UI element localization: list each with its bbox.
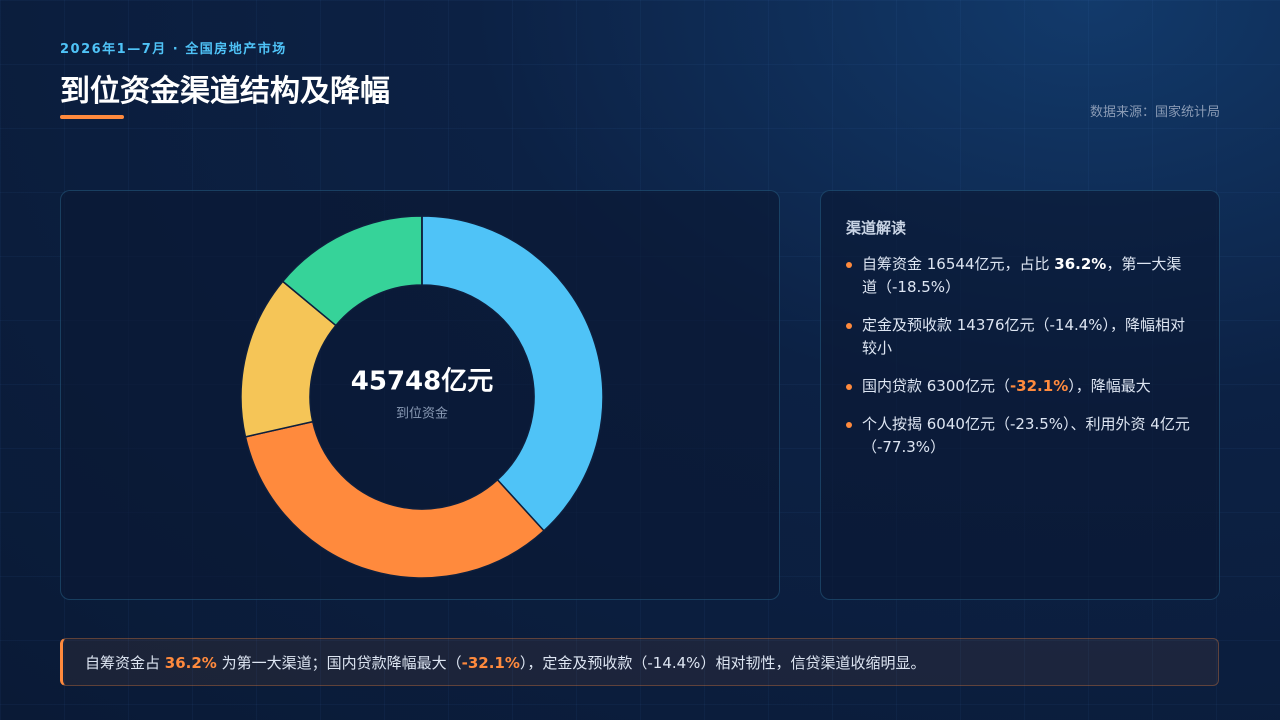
highlight: -32.1% xyxy=(1009,377,1069,395)
text-run: 定金及预收款 14376亿元（-14.4%），降幅相对较小 xyxy=(862,316,1186,357)
summary-text: 自筹资金占 36.2% 为第一大渠道；国内贷款降幅最大（-32.1%），定金及预… xyxy=(85,652,925,673)
text-run: 为第一大渠道；国内贷款降幅最大（ xyxy=(216,654,462,672)
text-run: 自筹资金占 xyxy=(85,654,165,672)
title-underline xyxy=(60,115,124,119)
text-run: ），降幅最大 xyxy=(1068,377,1151,395)
center-label: 到位资金 xyxy=(396,406,448,422)
insight-item: 国内贷款 6300亿元（-32.1%），降幅最大 xyxy=(846,375,1191,398)
text-run: 国内贷款 6300亿元（ xyxy=(862,377,1010,395)
text-run: ），定金及预收款（-14.4%）相对韧性，信贷渠道收缩明显。 xyxy=(519,654,926,672)
insight-item: 个人按揭 6040亿元（-23.5%）、利用外资 4亿元（-77.3%） xyxy=(846,413,1191,459)
highlight: 36.2% xyxy=(164,654,217,672)
text-run: 自筹资金 16544亿元，占比 xyxy=(862,255,1055,273)
insight-item: 定金及预收款 14376亿元（-14.4%），降幅相对较小 xyxy=(846,314,1191,360)
donut-slice xyxy=(421,215,604,532)
kicker: 2026年1—7月 · 全国房地产市场 xyxy=(60,42,287,57)
highlight: 36.2% xyxy=(1054,255,1107,273)
donut-slice xyxy=(244,420,545,579)
insight-item: 自筹资金 16544亿元，占比 36.2%，第一大渠道（-18.5%） xyxy=(846,253,1191,299)
page-title: 到位资金渠道结构及降幅 xyxy=(60,74,390,109)
center-value: 45748亿元 xyxy=(351,367,493,397)
insight-list: 自筹资金 16544亿元，占比 36.2%，第一大渠道（-18.5%） 定金及预收… xyxy=(846,253,1191,474)
chart: 45748亿元 到位资金 xyxy=(240,215,604,579)
highlight: -32.1% xyxy=(461,654,520,672)
source-note: 数据来源：国家统计局 xyxy=(1089,105,1220,120)
insight-panel: 渠道解读 自筹资金 16544亿元，占比 36.2%，第一大渠道（-18.5%）… xyxy=(820,190,1220,600)
summary-bar: 自筹资金占 36.2% 为第一大渠道；国内贷款降幅最大（-32.1%），定金及预… xyxy=(60,638,1219,686)
panel-title: 渠道解读 xyxy=(846,219,907,237)
text-run: ，第一大渠道（-18.5%） xyxy=(862,255,1182,296)
chart-card: 45748亿元 到位资金 xyxy=(60,190,780,600)
text-run: 个人按揭 6040亿元（-23.5%）、利用外资 4亿元（-77.3%） xyxy=(862,415,1190,456)
